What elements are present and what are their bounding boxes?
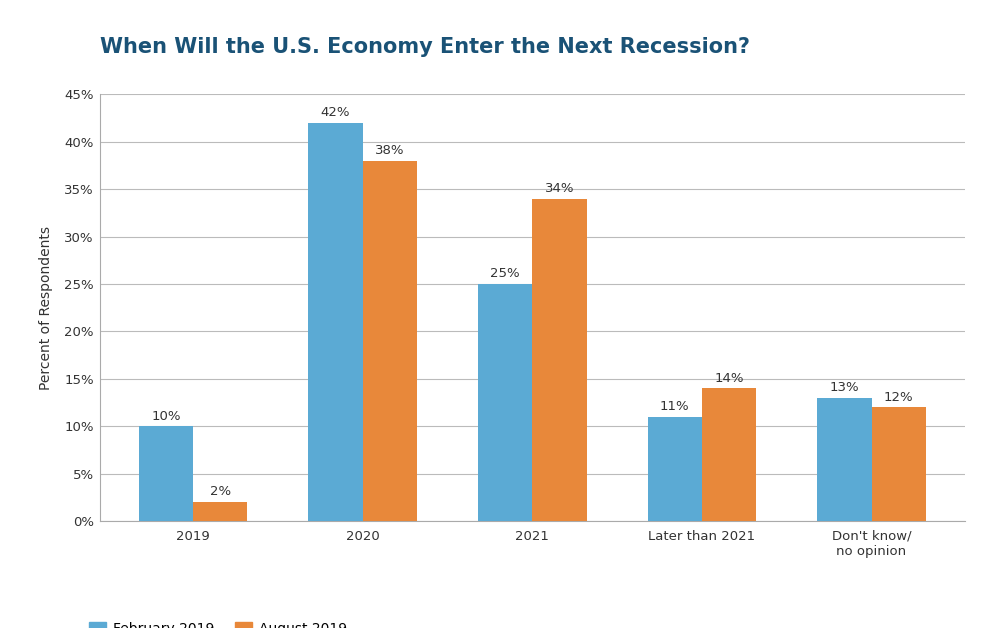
Text: 12%: 12%: [883, 391, 912, 404]
Legend: February 2019, August 2019: February 2019, August 2019: [89, 622, 346, 628]
Bar: [193, 502, 248, 521]
Bar: [139, 426, 193, 521]
Bar: [871, 408, 924, 521]
Bar: [477, 284, 532, 521]
Text: When Will the U.S. Economy Enter the Next Recession?: When Will the U.S. Economy Enter the Nex…: [99, 36, 748, 57]
Bar: [647, 417, 701, 521]
Text: 10%: 10%: [151, 409, 181, 423]
Bar: [308, 122, 363, 521]
Text: 13%: 13%: [829, 381, 859, 394]
Text: 38%: 38%: [375, 144, 405, 157]
Text: 25%: 25%: [490, 267, 520, 280]
Text: 42%: 42%: [320, 106, 350, 119]
Text: 14%: 14%: [714, 372, 744, 384]
Y-axis label: Percent of Respondents: Percent of Respondents: [39, 225, 53, 390]
Bar: [532, 198, 586, 521]
Bar: [701, 388, 755, 521]
Bar: [363, 161, 416, 521]
Text: 34%: 34%: [544, 181, 574, 195]
Text: 11%: 11%: [659, 400, 689, 413]
Text: 2%: 2%: [210, 485, 231, 499]
Bar: [816, 398, 871, 521]
